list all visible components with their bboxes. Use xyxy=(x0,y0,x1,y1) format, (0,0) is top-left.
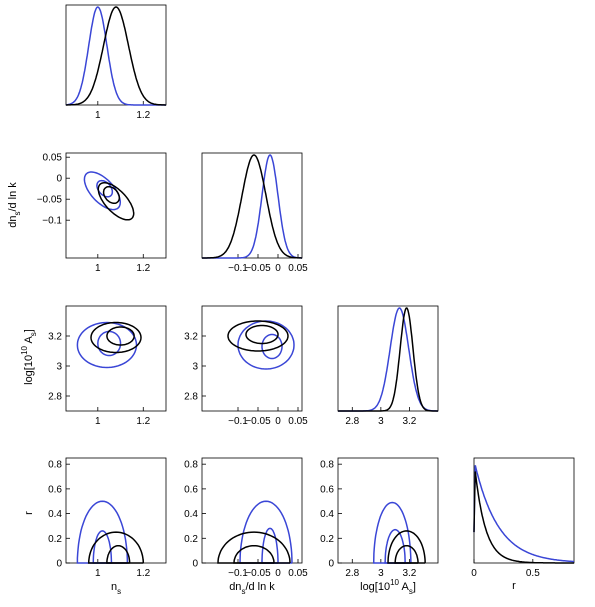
panel-logA-marginal-xtick-label: 2.8 xyxy=(345,416,359,427)
panel-r-vs-ns-xtick-label: 1.2 xyxy=(136,568,150,579)
panel-logA-marginal-xtick-label: 3.2 xyxy=(402,416,416,427)
contour-dns_vs_ns-blue-1 xyxy=(83,171,122,211)
panel-r-vs-dns-ytick-label: 0.6 xyxy=(184,484,198,495)
panel-r-vs-dns-ytick-label: 0.4 xyxy=(184,509,198,520)
contour-logA_vs_dns-black-1 xyxy=(227,320,289,352)
panel-logA-vs-dns-ytick-label: 3 xyxy=(192,362,198,373)
ylabel-r: r xyxy=(23,511,35,515)
panel-r-marginal-xtick-label: 0 xyxy=(471,568,477,579)
panel-r-vs-logA-ytick-label: 0.8 xyxy=(320,460,334,471)
panel-logA-vs-ns-xtick-label: 1.2 xyxy=(136,416,150,427)
panel-r-vs-ns-xtick-label: 1 xyxy=(95,568,101,579)
panel-r-vs-logA-ytick-label: 0 xyxy=(328,559,334,570)
contour-logA_vs_dns-blue-1 xyxy=(237,320,295,370)
marginal-logA-black xyxy=(338,307,438,412)
panel-r-marginal-xtick-label: 0.5 xyxy=(526,568,540,579)
panel-ns-marginal-xtick-label: 1.2 xyxy=(136,110,150,121)
panel-ns-marginal-frame xyxy=(65,4,167,106)
panel-logA-marginal-frame xyxy=(337,305,439,412)
panel-r-vs-dns-xtick-label: −0.05 xyxy=(245,568,271,579)
panel-logA-vs-ns-ytick-label: 2.8 xyxy=(48,392,62,403)
panel-r-vs-ns-ytick-label: 0.8 xyxy=(48,460,62,471)
panel-r-vs-logA-ytick-label: 0.4 xyxy=(320,509,334,520)
marginal-ns-blue xyxy=(65,6,166,106)
panel-logA-marginal-xtick-label: 3 xyxy=(378,416,384,427)
panel-logA-vs-ns-ytick-label: 3.2 xyxy=(48,332,62,343)
xlabel-ns: ns xyxy=(111,581,121,596)
contour-logA_vs_ns-black-1 xyxy=(90,321,142,354)
panel-r-vs-dns-ytick-label: 0 xyxy=(192,559,198,570)
panel-logA-vs-dns-frame xyxy=(201,305,303,412)
panel-r-vs-dns-xtick-label: −0.1 xyxy=(228,568,248,579)
panel-r-vs-dns-ytick-label: 0.8 xyxy=(184,460,198,471)
marginal-ns-black xyxy=(66,6,166,106)
marginal-logA-blue xyxy=(338,307,438,412)
panel-dns-marginal-xtick-label: 0 xyxy=(275,263,281,274)
panel-r-vs-dns-xtick-label: 0.05 xyxy=(288,568,308,579)
contour-logA_vs_ns-blue-1 xyxy=(76,321,138,369)
panel-dns-marginal-xtick-label: −0.1 xyxy=(228,263,248,274)
panel-logA-vs-dns-xtick-label: 0.05 xyxy=(288,416,308,427)
xlabel-dns: dns/d ln k xyxy=(229,581,275,596)
ylabel-logA: log[1010 As] xyxy=(20,329,38,385)
panel-r-vs-ns-ytick-label: 0.2 xyxy=(48,534,62,545)
contour-r_vs_dns-black-1 xyxy=(217,531,291,564)
xlabel-r: r xyxy=(512,580,516,592)
contour-logA_vs_dns-black-0 xyxy=(245,324,279,345)
marginal-dns-blue xyxy=(202,154,302,259)
panel-logA-vs-dns-ytick-label: 3.2 xyxy=(184,332,198,343)
contour-r_vs_ns-black-1 xyxy=(87,531,145,564)
panel-logA-vs-dns-xtick-label: 0 xyxy=(275,416,281,427)
panel-dns-vs-ns-ytick-label: 0.05 xyxy=(43,153,63,164)
panel-dns-marginal-frame xyxy=(201,152,303,259)
panel-r-vs-dns-xtick-label: 0 xyxy=(275,568,281,579)
panel-logA-vs-dns-ytick-label: 2.8 xyxy=(184,392,198,403)
panel-logA-vs-ns-frame xyxy=(65,305,167,412)
panel-logA-vs-dns-xtick-label: −0.05 xyxy=(245,416,271,427)
panel-r-vs-logA-xtick-label: 3 xyxy=(378,568,384,579)
panel-r-marginal-frame xyxy=(473,457,575,564)
panel-dns-vs-ns-ytick-label: −0.1 xyxy=(42,216,62,227)
contour-r_vs_logA-black-0 xyxy=(394,544,419,564)
contour-dns_vs_ns-black-1 xyxy=(97,182,135,221)
panel-r-vs-ns-ytick-label: 0.4 xyxy=(48,509,62,520)
panel-dns-marginal-xtick-label: 0.05 xyxy=(288,263,308,274)
panel-logA-vs-ns-ytick-label: 3 xyxy=(56,362,62,373)
panel-r-vs-logA-ytick-label: 0.6 xyxy=(320,484,334,495)
panel-dns-vs-ns-frame xyxy=(65,152,167,259)
panel-dns-vs-ns-xtick-label: 1 xyxy=(95,263,101,274)
panel-dns-marginal-xtick-label: −0.05 xyxy=(245,263,271,274)
contour-r_vs_logA-black-1 xyxy=(387,530,426,564)
marginal-r-blue xyxy=(473,465,574,563)
panel-r-vs-ns-ytick-label: 0 xyxy=(56,559,62,570)
panel-r-vs-logA-ytick-label: 0.2 xyxy=(320,534,334,545)
panel-r-vs-ns-ytick-label: 0.6 xyxy=(48,484,62,495)
panel-logA-vs-dns-xtick-label: −0.1 xyxy=(228,416,248,427)
xlabel-logA: log[1010 As] xyxy=(360,578,416,596)
ylabel-dns: dns/d ln k xyxy=(7,182,22,228)
panel-dns-vs-ns-xtick-label: 1.2 xyxy=(136,263,150,274)
panel-ns-marginal-xtick-label: 1 xyxy=(95,110,101,121)
contour-dns_vs_ns-black-0 xyxy=(102,185,121,205)
panel-r-vs-dns-ytick-label: 0.2 xyxy=(184,534,198,545)
panel-r-vs-logA-xtick-label: 3.2 xyxy=(402,568,416,579)
marginal-r-black xyxy=(473,471,574,564)
contour-logA_vs_ns-black-0 xyxy=(106,326,135,346)
panel-dns-vs-ns-ytick-label: −0.05 xyxy=(37,195,63,206)
marginal-dns-black xyxy=(202,154,302,259)
contour-logA_vs_ns-blue-0 xyxy=(97,330,122,357)
panel-r-vs-logA-xtick-label: 2.8 xyxy=(345,568,359,579)
panel-dns-vs-ns-ytick-label: 0 xyxy=(56,174,62,185)
panel-logA-vs-ns-xtick-label: 1 xyxy=(95,416,101,427)
